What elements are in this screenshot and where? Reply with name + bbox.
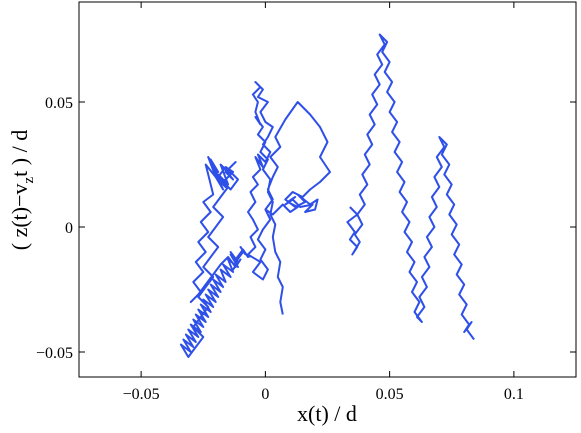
x-tick-label: 0.05 [376,386,404,403]
plot-area-background [79,2,576,377]
x-ticks: −0.05 0 0.05 0.1 [123,2,524,403]
y-axis-label-tail: t ) / d [7,130,32,177]
y-axis-label-main: ( z(t)−v [7,183,32,250]
trajectory-lines [179,33,475,358]
plot-frame [78,1,577,378]
x-tick-label: 0 [261,386,269,403]
trajectory-series-2 [179,156,252,358]
y-tick-label: 0 [65,220,73,237]
trajectory-series-3 [346,33,475,341]
x-tick-label: −0.05 [123,386,160,403]
y-tick-label: −0.05 [36,345,73,362]
y-axis-label: ( z(t)−vzt ) / d [7,130,37,251]
y-ticks: −0.05 0 0.05 [36,95,576,362]
x-axis-label: x(t) / d [297,401,357,426]
x-tick-label: 0.1 [504,386,524,403]
y-tick-label: 0.05 [45,95,73,112]
y-axis-label-subscript: z [21,176,37,183]
